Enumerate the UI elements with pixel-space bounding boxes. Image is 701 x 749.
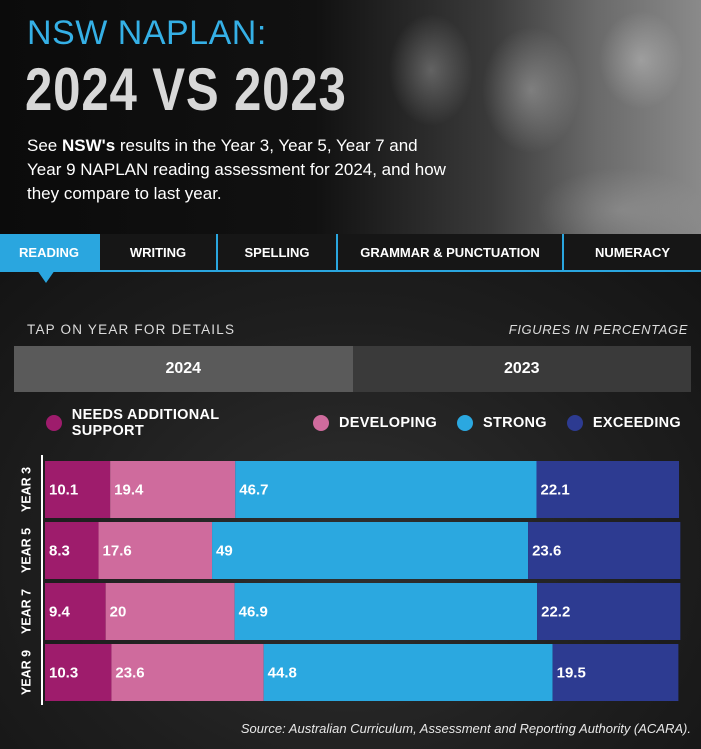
bar-segment (45, 583, 106, 640)
legend-swatch (457, 415, 474, 431)
bar-segment (45, 461, 111, 518)
legend-label: EXCEEDING (592, 415, 681, 431)
data-label: 46.9 (239, 603, 268, 620)
intro-text: See NSW's results in the Year 3, Year 5,… (27, 134, 447, 206)
bar-segment (263, 644, 553, 701)
active-tab-pointer (37, 270, 55, 283)
tab-reading[interactable]: READING (0, 234, 100, 270)
category-tabs: READING WRITING SPELLING GRAMMAR & PUNCT… (0, 234, 701, 272)
category-label: YEAR 5 (19, 528, 33, 573)
data-label: 10.3 (49, 664, 78, 681)
data-label: 49 (216, 542, 233, 559)
tab-numeracy[interactable]: NUMERACY (594, 244, 671, 260)
bar-segment (45, 644, 112, 701)
year-button-2024[interactable]: 2024 (14, 346, 353, 392)
data-label: 46.7 (239, 481, 268, 498)
bar-segment (536, 461, 680, 518)
bar-segment (234, 583, 538, 640)
legend-item: STRONG (457, 415, 547, 431)
year-button-2023[interactable]: 2023 (352, 346, 691, 392)
header-photo (341, 0, 701, 234)
intro-prefix: See (27, 136, 62, 155)
bar-segment (552, 644, 679, 701)
header-banner: NSW NAPLAN: 2024 VS 2023 See NSW's resul… (0, 0, 701, 234)
category-label: YEAR 9 (19, 650, 33, 695)
bar-segment (537, 583, 681, 640)
legend-swatch (312, 415, 329, 431)
bar-segment (212, 522, 529, 579)
figures-note: FIGURES IN PERCENTAGE (508, 322, 688, 337)
intro-bold: NSW's (61, 136, 116, 155)
data-label: 44.8 (268, 664, 297, 681)
legend-swatch (46, 415, 62, 431)
data-label: 22.2 (541, 603, 570, 620)
legend-item: DEVELOPING (312, 415, 438, 431)
legend-label: NEEDS ADDITIONAL SUPPORT (71, 407, 220, 439)
header-kicker: NSW NAPLAN: (27, 14, 267, 52)
year-toggle: 2024 2023 (14, 346, 691, 392)
legend-swatch (566, 415, 583, 431)
tab-spelling[interactable]: SPELLING (218, 234, 338, 270)
legend-item: NEEDS ADDITIONAL SUPPORT (46, 407, 293, 439)
bar-segment (235, 461, 537, 518)
data-label: 22.1 (540, 481, 569, 498)
data-label: 20 (110, 603, 127, 620)
legend-item: EXCEEDING (566, 415, 681, 431)
chart-legend: NEEDS ADDITIONAL SUPPORT DEVELOPING STRONG… (46, 407, 701, 439)
data-label: 19.4 (114, 481, 144, 498)
data-label: 17.6 (103, 542, 132, 559)
tab-grammar-punctuation[interactable]: GRAMMAR & PUNCTUATION (338, 234, 564, 270)
intro-rest: results in the Year 3, Year 5, Year 7 an… (27, 136, 446, 203)
bar-segment (105, 583, 235, 640)
data-label: 19.5 (557, 664, 586, 681)
category-label: YEAR 7 (19, 589, 33, 634)
category-label: YEAR 3 (19, 467, 33, 512)
data-label: 9.4 (49, 603, 71, 620)
bar-segment (98, 522, 213, 579)
bar-segment (528, 522, 681, 579)
legend-label: STRONG (483, 415, 547, 431)
data-label: 23.6 (115, 664, 144, 681)
data-label: 23.6 (532, 542, 561, 559)
source-note: Source: Australian Curriculum, Assessmen… (240, 721, 691, 736)
bar-segment (111, 644, 264, 701)
bar-segment (45, 522, 99, 579)
tap-note: TAP ON YEAR FOR DETAILS (27, 322, 236, 337)
legend-label: DEVELOPING (338, 415, 438, 431)
stacked-bar-chart: YEAR 3 10.1 19.4 46.7 22.1 YEAR 5 8.3 17.6 49 23.… (19, 455, 681, 705)
bar-segment (110, 461, 236, 518)
page-title: 2024 VS 2023 (25, 56, 347, 123)
data-label: 8.3 (49, 542, 70, 559)
data-label: 10.1 (49, 481, 78, 498)
tab-writing[interactable]: WRITING (100, 234, 218, 270)
